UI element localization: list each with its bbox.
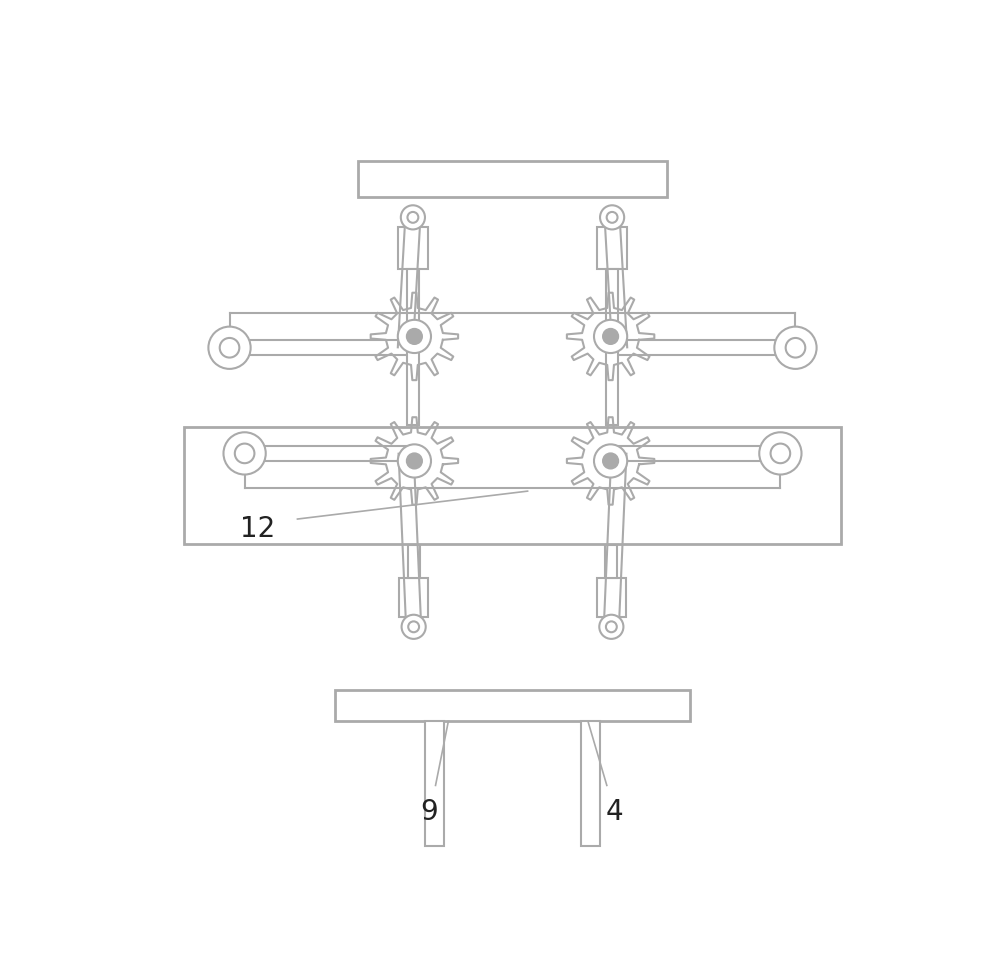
Circle shape [599,614,623,639]
Bar [184,427,841,544]
Circle shape [408,621,419,632]
Text: 12: 12 [240,514,275,543]
Bar [581,721,600,846]
Circle shape [407,329,422,344]
Text: 9: 9 [421,798,438,826]
Circle shape [600,205,624,229]
Circle shape [223,432,266,474]
Circle shape [594,444,627,477]
Bar [425,721,444,846]
Bar [399,578,428,617]
Circle shape [407,212,418,222]
Circle shape [208,326,251,368]
Circle shape [774,326,817,368]
Bar [408,546,420,578]
Circle shape [402,614,426,639]
Bar [358,161,667,197]
Bar [606,269,618,425]
Circle shape [771,444,790,464]
Bar [597,578,626,617]
Circle shape [759,432,802,474]
Bar [407,269,419,425]
Bar [335,690,690,721]
Circle shape [398,444,431,477]
Circle shape [407,454,422,468]
Circle shape [606,621,617,632]
Bar [398,227,428,269]
Circle shape [220,338,239,358]
Circle shape [603,454,618,468]
Circle shape [235,444,254,464]
Circle shape [594,319,627,353]
Text: 4: 4 [606,798,623,826]
Circle shape [398,319,431,353]
Bar [597,227,627,269]
Circle shape [401,205,425,229]
Circle shape [603,329,618,344]
Circle shape [786,338,805,358]
Bar [605,546,617,578]
Circle shape [607,212,618,222]
